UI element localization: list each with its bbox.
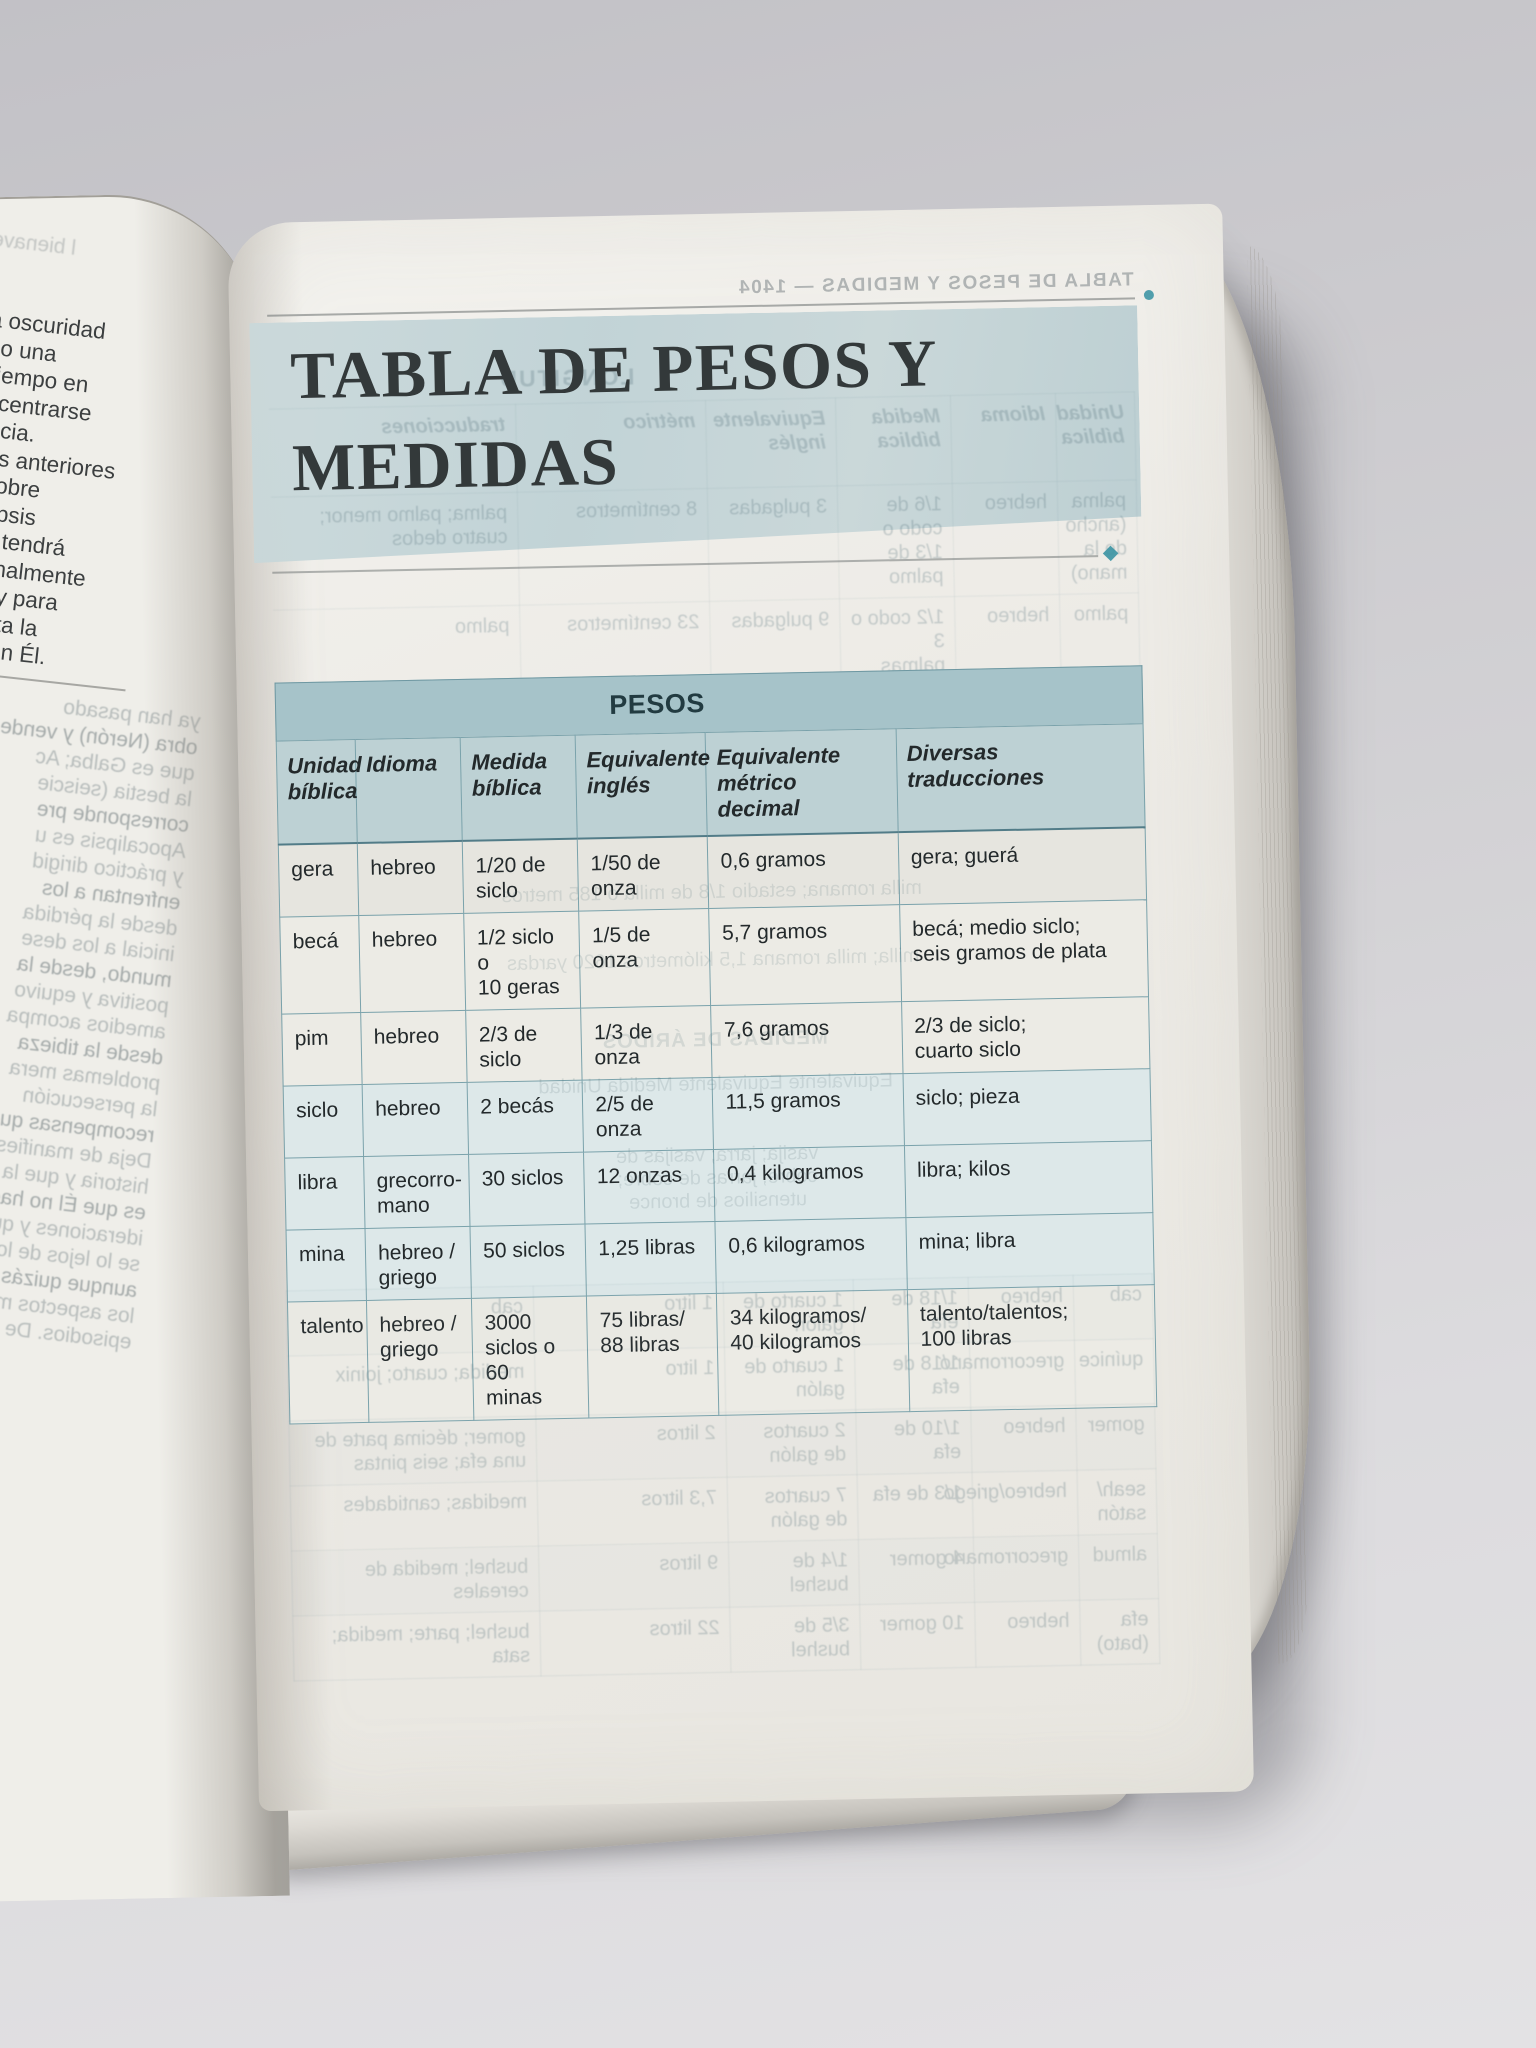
page-title: TABLA DE PESOS Y MEDIDAS	[289, 317, 940, 514]
bleedthrough-cell: hebreo	[970, 1405, 1078, 1473]
pesos-cell-traducciones: siclo; pieza	[902, 1068, 1152, 1146]
pesos-cell-traducciones: libra; kilos	[904, 1140, 1153, 1218]
pesos-col-header-equiv-metrico: Equivalente métrico decimal	[705, 728, 898, 837]
pesos-cell-traducciones: becá; medio siclo; seis gramos de plata	[899, 899, 1149, 1002]
bleedthrough-cell: grecorromano	[944, 1535, 1080, 1603]
bleedthrough-cell: hebreo/griego	[943, 1470, 1079, 1538]
bleedthrough-cell: 1 cuarto de galón	[723, 1279, 855, 1348]
bleedthrough-cell: gomer; décima parte de una efa; seis pin…	[288, 1416, 538, 1487]
bleedthrough-cell: 7,3 litros	[537, 1477, 729, 1547]
pesos-col-header-traducciones: Diversas traducciones	[895, 723, 1146, 833]
pesos-header-row: Unidad bíblica Idioma Medida bíblica Equ…	[276, 723, 1146, 845]
pesos-cell-medida: 1/2 siclo o 10 geras	[463, 911, 581, 1011]
bleedthrough-cell: 22 litros	[539, 1607, 731, 1677]
page-title-line2: MEDIDAS	[291, 424, 620, 506]
pesos-col-header-unidad: Unidad bíblica	[276, 739, 362, 845]
bleedthrough-cell: 3/5 de bushel	[729, 1604, 861, 1673]
pesos-cell-idioma: grecorro- mano	[363, 1154, 471, 1229]
bleedthrough-cell: 1 cuarto de galón	[724, 1344, 856, 1413]
pesos-cell-equiv-metrico: 0,4 kilogramos	[713, 1145, 906, 1222]
pesos-cell-equiv-metrico: 7,6 gramos	[711, 1001, 903, 1078]
bleedthrough-cell: gomer	[1075, 1403, 1156, 1471]
pesos-band-title: PESOS	[608, 688, 706, 720]
bleedthrough-cell: cab	[1073, 1273, 1154, 1341]
pesos-cell-equiv-metrico: 11,5 gramos	[712, 1073, 905, 1150]
bleedthrough-cell: medidas; cantidades	[290, 1481, 539, 1552]
pesos-cell-traducciones: gera; guerá	[897, 827, 1147, 905]
pesos-col-header-medida: Medida bíblica	[460, 735, 578, 841]
teal-dot-ornament	[1143, 289, 1155, 301]
pesos-col-header-equiv-ingles: Equivalente inglés	[575, 732, 710, 839]
bleedthrough-aridos-table: cab hebreo 1/18 de efa 1 cuarto de galón…	[286, 1273, 1161, 1681]
bleedthrough-cell: hebreo	[974, 1600, 1081, 1668]
left-page-visible-paragraphs: cho, si la oscuridadno es sino unaerder …	[0, 297, 244, 689]
bleedthrough-cell: 9 litros	[538, 1542, 730, 1612]
bleedthrough-cell: almud	[1078, 1533, 1159, 1601]
bleedthrough-cell: palma (ancho de la mano)	[1057, 479, 1139, 595]
bleedthrough-cell: 7 cuartos de galón	[727, 1474, 859, 1543]
pesos-cell-unidad: siclo	[283, 1084, 364, 1159]
pesos-cell-traducciones: 2/3 de siclo; cuarto siclo	[901, 996, 1150, 1074]
pesos-cell-medida: 30 siclos	[468, 1152, 586, 1227]
bleedthrough-cell: 1 litro	[534, 1347, 726, 1417]
pesos-cell-medida: 2/3 de siclo	[465, 1008, 583, 1083]
left-page-bleedthrough-lines: ya han pasado obra (Nerón) y vende que es …	[0, 673, 202, 1356]
bleedthrough-cell: bushel; parte; medida; sata	[292, 1611, 542, 1681]
bleedthrough-cell: medida; cuarto; joinix	[287, 1351, 536, 1422]
bleedthrough-cell: seah/ satón	[1077, 1468, 1158, 1536]
bleedthrough-cell: bushel; medida de cereales	[291, 1546, 540, 1617]
bleedthrough-cell: hebreo	[968, 1275, 1075, 1343]
left-page-text-column: cho, si la oscuridadno es sino unaerder …	[0, 297, 244, 1753]
bleedthrough-cell: 1/4 de bushel	[728, 1539, 860, 1608]
pesos-cell-unidad: gera	[278, 843, 359, 918]
pesos-cell-unidad: pim	[281, 1012, 363, 1087]
bleedthrough-cell: cab	[286, 1286, 535, 1357]
bleedthrough-cell: 2 litros	[535, 1412, 728, 1482]
right-page: TABLA DE PESOS Y MEDIDAS — 1404 LONGITUD…	[227, 203, 1254, 1812]
pesos-col-header-idioma: Idioma	[355, 737, 463, 844]
bleedthrough-cell: hebreo	[952, 481, 1060, 597]
pesos-cell-medida: 1/20 de siclo	[462, 838, 579, 914]
bleedthrough-cell: 4 gomer	[858, 1537, 975, 1605]
pesos-cell-equiv-ingles: 2/5 de onza	[582, 1077, 714, 1153]
pesos-cell-medida: 2 becás	[467, 1080, 584, 1155]
bleedthrough-cell: grecorromano	[940, 1340, 1076, 1408]
left-page-top-fragment: l bienaventurad	[0, 221, 78, 260]
pesos-cell-equiv-ingles: 1/50 de onza	[577, 836, 710, 912]
pesos-cell-idioma: hebreo	[360, 1010, 468, 1085]
bleedthrough-aridos-grid: cab hebreo 1/18 de efa 1 cuarto de galón…	[286, 1273, 1161, 1681]
bleedthrough-running-header: TABLA DE PESOS Y MEDIDAS — 1404	[737, 269, 1134, 299]
pesos-cell-idioma: hebreo	[357, 840, 464, 916]
bleedthrough-cell: 2 cuartos de galón	[725, 1409, 858, 1478]
pesos-cell-equiv-ingles: 12 onzas	[583, 1149, 716, 1225]
bleedthrough-col-header: Idioma	[950, 393, 1058, 484]
pesos-cell-equiv-ingles: 1/5 de onza	[578, 908, 712, 1009]
bleedthrough-cell: 1/3 de efa	[857, 1472, 974, 1540]
pesos-cell-equiv-metrico: 0,6 gramos	[707, 832, 900, 909]
left-page-lower-paragraphs: el testimonio fiel yescatológica (com6. …	[0, 1319, 130, 1753]
pesos-table-row: becá hebreo 1/2 siclo o 10 geras 1/5 de …	[279, 899, 1149, 1015]
page-title-line1: TABLA DE PESOS Y	[289, 326, 939, 414]
bleedthrough-cell: 10 gomer	[859, 1602, 976, 1670]
pesos-cell-equiv-metrico: 5,7 gramos	[709, 904, 902, 1006]
bleedthrough-cell: 1/10 de efa	[855, 1407, 973, 1475]
bleedthrough-cell: 1/18 de efa	[853, 1277, 970, 1345]
bleedthrough-cell: efa (bato)	[1079, 1598, 1160, 1666]
bleedthrough-col-header: Unidad bíblica	[1055, 391, 1137, 482]
pesos-cell-equiv-ingles: 1/3 de onza	[580, 1005, 713, 1081]
pesos-cell-unidad: becá	[279, 915, 361, 1015]
bleedthrough-cell: 1/18 de efa	[854, 1342, 971, 1410]
pesos-cell-idioma: hebreo	[362, 1082, 469, 1157]
pesos-cell-idioma: hebreo	[358, 913, 466, 1013]
bleedthrough-cell: 1 litro	[533, 1282, 725, 1352]
pesos-cell-unidad: libra	[284, 1156, 366, 1231]
bleedthrough-cell: quínice	[1074, 1338, 1155, 1406]
